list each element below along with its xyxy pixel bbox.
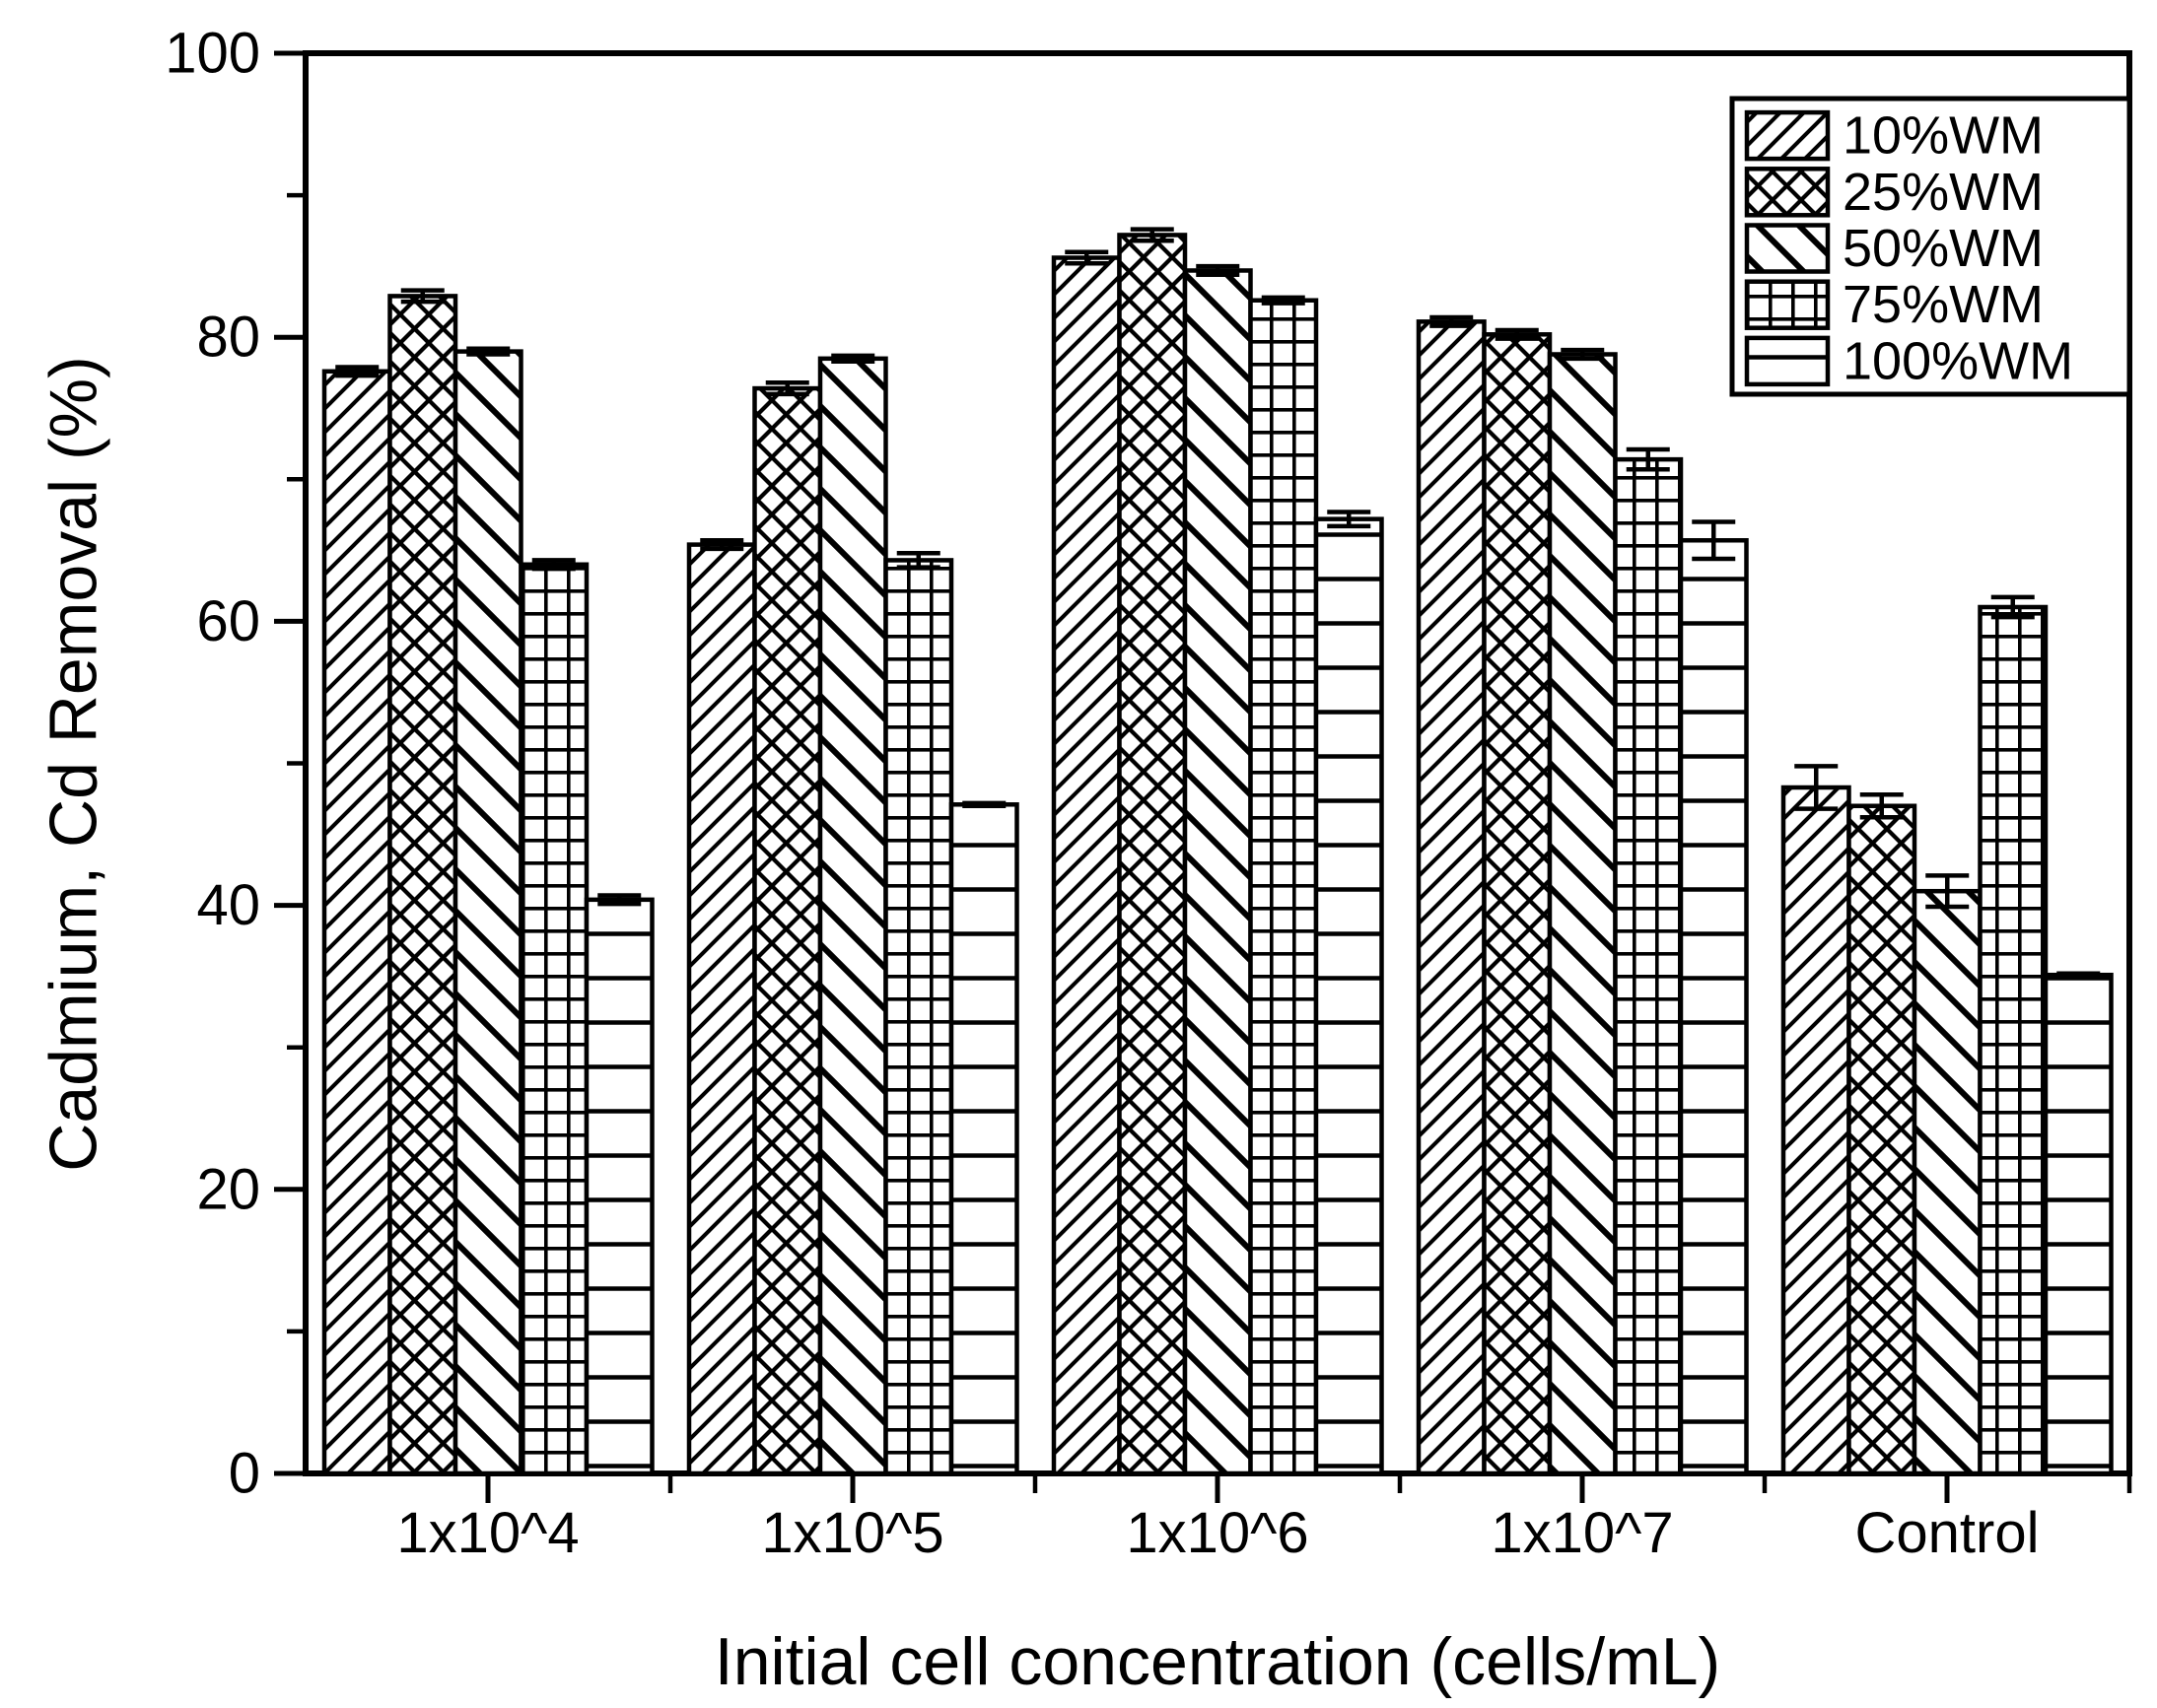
error-bar	[1990, 594, 2035, 620]
legend-label: 75%WM	[1843, 275, 2044, 334]
bar-10%WM-1x10^5	[686, 542, 757, 1476]
legend-swatch-25%WM	[1744, 167, 1831, 218]
error-bar	[1130, 227, 1174, 243]
bar-10%WM-Control	[1780, 785, 1851, 1476]
y-tick-label: 40	[196, 873, 260, 937]
legend-swatch-50%WM	[1744, 223, 1831, 274]
bar-25%WM-Control	[1846, 803, 1917, 1476]
error-bar	[1626, 446, 1670, 472]
y-tick-label: 100	[165, 22, 260, 86]
legend-label: 25%WM	[1843, 163, 2044, 222]
bar-100%WM-1x10^5	[948, 802, 1019, 1476]
error-bar	[1859, 791, 1904, 820]
bar-25%WM-1x10^4	[387, 294, 458, 1476]
error-bar	[765, 380, 809, 397]
error-bar	[962, 800, 1007, 808]
bar-50%WM-1x10^7	[1547, 352, 1618, 1476]
bar-75%WM-1x10^4	[519, 562, 590, 1476]
bar-25%WM-1x10^7	[1482, 332, 1553, 1476]
legend-swatch-10%WM	[1744, 109, 1831, 162]
y-tick-label: 80	[196, 306, 260, 370]
error-bar	[1327, 510, 1371, 529]
x-tick-label: 1x10^5	[761, 1501, 943, 1565]
error-bar	[831, 353, 875, 364]
bar-50%WM-Control	[1912, 888, 1983, 1476]
bar-50%WM-1x10^5	[817, 356, 888, 1476]
error-bar	[1196, 263, 1240, 278]
legend-label: 10%WM	[1843, 106, 2044, 166]
x-tick-label: Control	[1855, 1501, 2040, 1565]
bar-50%WM-1x10^6	[1182, 268, 1253, 1476]
error-bar	[597, 893, 642, 907]
bars	[321, 227, 2114, 1476]
x-axis-title: Initial cell concentration (cells/mL)	[714, 1624, 1721, 1699]
bar-10%WM-1x10^6	[1051, 255, 1122, 1476]
error-bar	[466, 346, 511, 357]
bar-10%WM-1x10^4	[321, 369, 392, 1476]
bar-75%WM-1x10^5	[883, 558, 954, 1476]
error-bar	[1561, 347, 1605, 362]
x-tick-label: 1x10^4	[396, 1501, 579, 1565]
y-tick-label: 60	[196, 589, 260, 653]
bar-25%WM-1x10^6	[1117, 233, 1188, 1476]
error-bar	[1429, 314, 1474, 328]
error-bar	[2056, 971, 2101, 979]
error-bar	[400, 288, 445, 305]
bar-100%WM-1x10^4	[584, 897, 655, 1476]
bar-50%WM-1x10^4	[452, 349, 523, 1476]
bar-75%WM-1x10^6	[1248, 298, 1319, 1476]
error-bar	[700, 538, 744, 552]
legend-swatch-75%WM	[1744, 279, 1831, 330]
bar-100%WM-1x10^7	[1678, 538, 1749, 1476]
x-tick-label: 1x10^7	[1491, 1501, 1673, 1565]
bar-100%WM-1x10^6	[1313, 516, 1384, 1476]
error-bar	[335, 365, 380, 378]
x-axis: 1x10^4 1x10^5 1x10^6 1x10^7 Control	[396, 1473, 2132, 1565]
error-bar	[896, 550, 940, 570]
bar-25%WM-1x10^5	[752, 385, 823, 1476]
legend-swatch-100%WM	[1744, 335, 1831, 387]
bar-10%WM-1x10^7	[1416, 319, 1487, 1476]
error-bar	[1261, 295, 1305, 306]
error-bar	[1065, 249, 1109, 266]
error-bar	[531, 558, 576, 572]
bar-100%WM-Control	[2043, 972, 2114, 1476]
error-bar	[1925, 873, 1970, 910]
y-axis-title: Cadmium, Cd Removal (%)	[35, 356, 111, 1172]
y-tick-label: 0	[229, 1442, 260, 1506]
x-tick-label: 1x10^6	[1126, 1501, 1308, 1565]
bar-75%WM-Control	[1978, 604, 2049, 1476]
error-bar	[1794, 764, 1839, 811]
legend-label: 50%WM	[1843, 219, 2044, 278]
error-bar	[1692, 519, 1736, 562]
bar-75%WM-1x10^7	[1613, 456, 1684, 1476]
legend-label: 100%WM	[1843, 331, 2073, 390]
y-axis: 0 20 40 60 80 100	[165, 22, 306, 1506]
error-bar	[1495, 327, 1539, 341]
y-tick-label: 20	[196, 1157, 260, 1221]
